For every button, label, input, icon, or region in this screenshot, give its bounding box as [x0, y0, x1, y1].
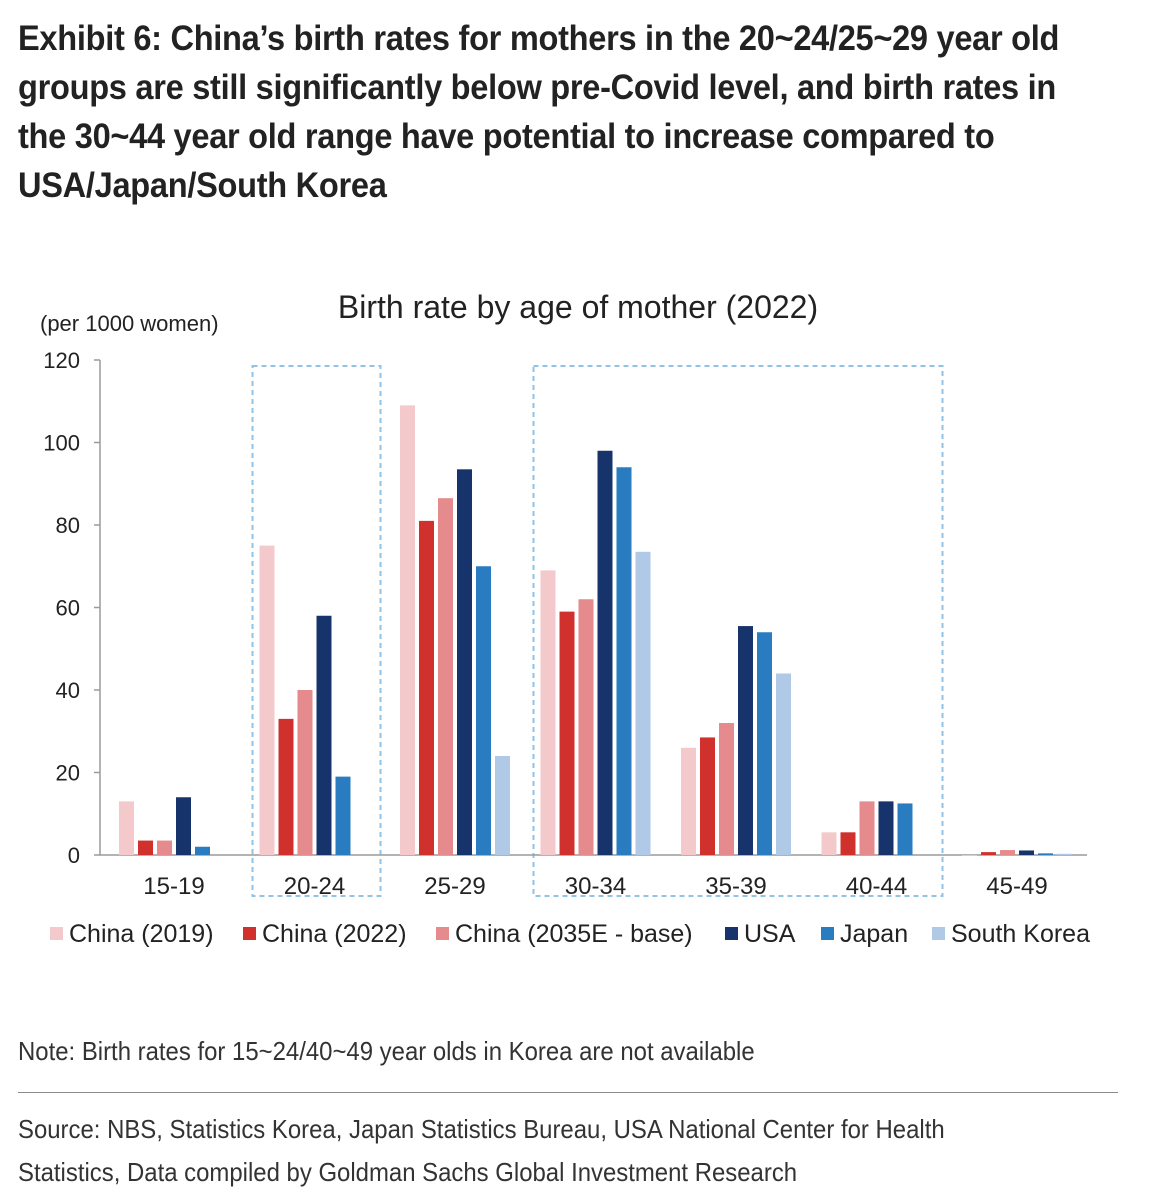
- legend-label: Japan: [840, 920, 908, 948]
- x-tick-label: 30-34: [565, 873, 626, 900]
- bar-45-49-2: [1000, 850, 1015, 855]
- highlight-box-1: [251, 365, 382, 897]
- legend-swatch: [436, 927, 449, 940]
- legend-swatch: [50, 927, 63, 940]
- bar-25-29-4: [476, 566, 491, 855]
- bar-45-49-5: [1057, 853, 1072, 855]
- bar-30-34-4: [616, 467, 632, 855]
- bar-45-49-4: [1038, 853, 1053, 855]
- bar-15-19-4: [195, 846, 210, 855]
- divider-line: [18, 1092, 1118, 1093]
- legend-swatch: [725, 927, 738, 940]
- x-tick-label: 40-44: [846, 873, 907, 900]
- bars: [119, 405, 1072, 856]
- bar-40-44-2: [859, 801, 875, 855]
- note-text: Note: Birth rates for 15~24/40~49 year o…: [18, 1036, 755, 1066]
- bar-35-39-3: [738, 626, 753, 855]
- legend-swatch: [932, 927, 945, 940]
- bar-15-19-2: [157, 840, 172, 855]
- x-tick-label: 15-19: [143, 873, 204, 900]
- x-tick-labels: 15-19 20-24 25-29 30-34 35-39 40-44 45-49: [143, 873, 1047, 900]
- bar-40-44-3: [878, 801, 894, 855]
- bar-30-34-0: [540, 570, 556, 855]
- x-tick-label: 25-29: [424, 873, 485, 900]
- legend-label: China (2022): [262, 920, 407, 948]
- legend-label: South Korea: [951, 920, 1090, 948]
- bar-15-19-3: [176, 797, 191, 855]
- birth-rate-chart: Birth rate by age of mother (2022) (per …: [40, 289, 1090, 948]
- bar-35-39-4: [757, 632, 772, 855]
- bar-45-49-0: [962, 855, 977, 856]
- y-tick-label: 80: [56, 513, 80, 538]
- bar-25-29-0: [400, 405, 415, 855]
- legend-label: China (2019): [69, 920, 214, 948]
- bar-35-39-5: [776, 673, 791, 855]
- y-tick-label: 0: [68, 843, 80, 868]
- bar-35-39-0: [681, 747, 696, 855]
- x-tick-label: 35-39: [705, 873, 766, 900]
- legend-swatch: [821, 927, 834, 940]
- y-tick-label: 20: [56, 761, 80, 786]
- bar-25-29-5: [495, 756, 510, 855]
- bar-20-24-2: [297, 690, 313, 855]
- bar-25-29-3: [457, 469, 472, 855]
- bar-40-44-0: [821, 832, 837, 855]
- legend-swatch: [243, 927, 256, 940]
- x-tick-label: 20-24: [284, 873, 345, 900]
- bar-20-24-0: [259, 545, 275, 855]
- legend-label: USA: [744, 920, 796, 948]
- y-tick-label: 60: [56, 596, 80, 621]
- y-tick-label: 120: [43, 348, 80, 373]
- y-axis-label: (per 1000 women): [40, 311, 219, 336]
- legend: China (2019) China (2022) China (2035E - b…: [50, 920, 1090, 948]
- bar-45-49-3: [1019, 850, 1034, 855]
- bar-35-39-2: [719, 723, 734, 855]
- bar-35-39-1: [700, 737, 715, 855]
- x-tick-label: 45-49: [986, 873, 1047, 900]
- bar-20-24-1: [278, 718, 294, 855]
- highlight-box-2: [532, 365, 944, 897]
- bar-15-19-1: [138, 840, 153, 855]
- chart-title: Birth rate by age of mother (2022): [338, 289, 818, 325]
- bar-40-44-4: [897, 803, 913, 855]
- exhibit-title: Exhibit 6: China’s birth rates for mothe…: [18, 19, 1060, 205]
- y-tick-label: 100: [43, 431, 80, 456]
- bar-30-34-3: [597, 450, 613, 855]
- bar-20-24-4: [335, 776, 351, 855]
- bar-15-19-0: [119, 801, 134, 855]
- highlight-boxes: [251, 365, 944, 897]
- bar-25-29-2: [438, 498, 453, 855]
- bar-20-24-3: [316, 615, 332, 855]
- bar-40-44-1: [840, 832, 856, 855]
- bar-25-29-1: [419, 520, 434, 855]
- axes: 0 20 40 60 80 100 120: [43, 348, 1087, 868]
- bar-30-34-2: [578, 599, 594, 855]
- source-text: Source: NBS, Statistics Korea, Japan Sta…: [18, 1114, 945, 1187]
- y-tick-label: 40: [56, 678, 80, 703]
- legend-label: China (2035E - base): [455, 920, 693, 948]
- bar-30-34-5: [635, 551, 651, 855]
- bar-45-49-1: [981, 852, 996, 855]
- bar-30-34-1: [559, 611, 575, 855]
